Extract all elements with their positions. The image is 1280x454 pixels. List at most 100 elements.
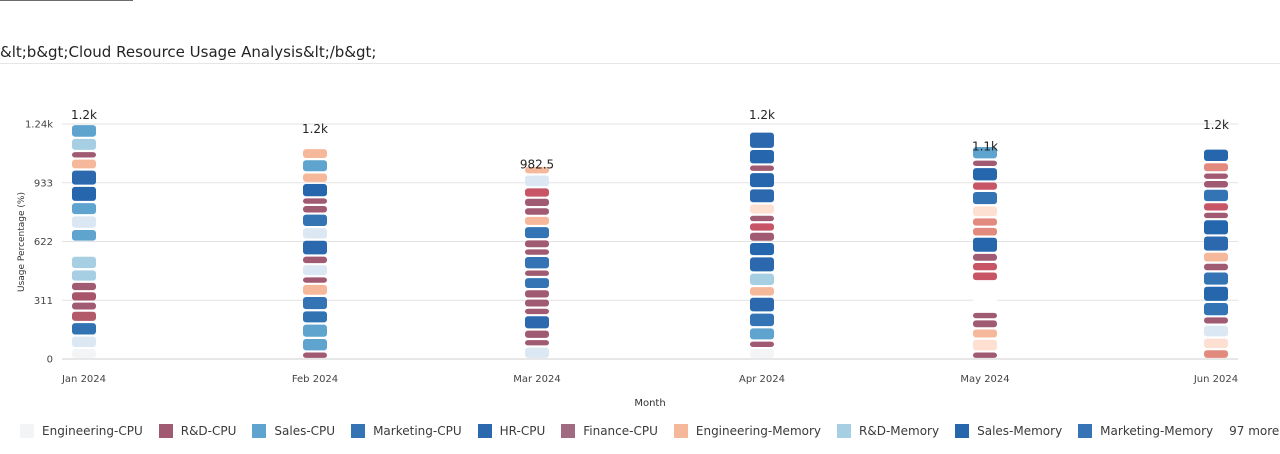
bar-segment bbox=[72, 336, 96, 347]
legend-label: Sales-Memory bbox=[977, 424, 1063, 438]
x-tick-label: Jun 2024 bbox=[1193, 374, 1238, 385]
bar-segment bbox=[750, 328, 774, 340]
total-data-label: 1.2k bbox=[302, 122, 328, 136]
legend-item[interactable]: Finance-CPU bbox=[561, 424, 658, 438]
legend-item[interactable]: Engineering-CPU bbox=[20, 424, 143, 438]
bar-segment bbox=[1204, 350, 1228, 358]
top-underline bbox=[0, 0, 133, 1]
y-axis-title: Usage Percentage (%) bbox=[17, 192, 27, 292]
legend-item[interactable]: Engineering-Memory bbox=[673, 424, 822, 438]
x-tick-label: Feb 2024 bbox=[292, 374, 338, 385]
bar-segment bbox=[72, 282, 96, 291]
bar-segment bbox=[973, 168, 997, 181]
legend-label: Sales-CPU bbox=[274, 424, 336, 438]
bar-segment bbox=[525, 270, 549, 276]
bar-segment bbox=[750, 223, 774, 231]
bar-segment bbox=[525, 290, 549, 298]
bar-segment bbox=[72, 270, 96, 281]
bar-segment bbox=[72, 138, 96, 150]
bar-segment bbox=[973, 206, 997, 217]
bar-segment bbox=[750, 215, 774, 222]
bar-segment bbox=[1204, 236, 1228, 251]
legend-swatch bbox=[837, 424, 852, 438]
legend-item[interactable]: Sales-Memory bbox=[955, 424, 1062, 438]
bar-segment bbox=[72, 229, 96, 241]
bar-segment bbox=[973, 237, 997, 252]
bar-segment bbox=[525, 175, 549, 187]
bar-segment bbox=[303, 160, 327, 172]
legend-item[interactable]: R&D-CPU bbox=[158, 424, 236, 438]
bar-segment bbox=[525, 188, 549, 197]
bar-segment bbox=[303, 297, 327, 310]
bar-segment bbox=[1204, 163, 1228, 172]
bar-segment bbox=[973, 218, 997, 226]
legend-item[interactable]: Marketing-CPU bbox=[351, 424, 462, 438]
bar-segment bbox=[303, 205, 327, 213]
bar-segment bbox=[303, 240, 327, 255]
bar-segment bbox=[72, 256, 96, 269]
bar-segment bbox=[72, 125, 96, 137]
bar-segment bbox=[303, 173, 327, 182]
bar-segment bbox=[525, 340, 549, 346]
y-tick-label: 1.24k bbox=[25, 120, 53, 131]
bar-segment bbox=[303, 352, 327, 358]
chart-legend: Engineering-CPU R&D-CPU Sales-CPU Marketing… bbox=[20, 422, 1279, 440]
x-tick-label: Apr 2024 bbox=[739, 374, 785, 385]
chart-title: &lt;b&gt;Cloud Resource Usage Analysis&l… bbox=[0, 43, 377, 61]
bar-segment bbox=[1204, 317, 1228, 324]
bar-segment bbox=[303, 149, 327, 159]
legend-label: Engineering-CPU bbox=[42, 424, 143, 438]
bar-segment bbox=[72, 302, 96, 310]
bar-segment bbox=[750, 313, 774, 327]
bar-segment bbox=[525, 216, 549, 225]
legend-label: Marketing-Memory bbox=[1100, 424, 1214, 438]
legend-label: Engineering-Memory bbox=[695, 424, 822, 438]
legend-swatch bbox=[561, 424, 576, 438]
legend-swatch bbox=[158, 424, 173, 438]
bar-segment bbox=[973, 253, 997, 261]
bar-segment bbox=[1204, 181, 1228, 188]
bar-segment bbox=[303, 338, 327, 351]
bar-segment bbox=[303, 311, 327, 323]
bar-segment bbox=[973, 312, 997, 319]
bar-segment bbox=[72, 349, 96, 358]
bar-segment bbox=[72, 323, 96, 335]
bar-segment bbox=[750, 273, 774, 285]
bar-segment bbox=[750, 204, 774, 214]
bar-segment bbox=[72, 242, 96, 255]
legend-item[interactable]: Marketing-Memory bbox=[1078, 424, 1213, 438]
x-tick-label: May 2024 bbox=[960, 374, 1009, 385]
legend-item[interactable]: HR-CPU bbox=[477, 424, 545, 438]
bar-segment bbox=[750, 297, 774, 312]
bar-segment bbox=[72, 203, 96, 215]
bar-segment bbox=[525, 278, 549, 289]
bar-segment bbox=[1204, 272, 1228, 285]
legend-swatch bbox=[1078, 424, 1093, 438]
x-tick-label: Jan 2024 bbox=[61, 374, 106, 385]
bar-segment bbox=[973, 191, 997, 205]
legend-swatch bbox=[477, 424, 492, 438]
bar-segment bbox=[525, 208, 549, 215]
bar-segment bbox=[1204, 286, 1228, 301]
bar-segment bbox=[750, 349, 774, 358]
bar-segment bbox=[1204, 338, 1228, 349]
bar-segment bbox=[973, 160, 997, 166]
bar-segment bbox=[750, 165, 774, 171]
legend-more-link[interactable]: 97 more bbox=[1229, 424, 1280, 438]
bar-segment bbox=[973, 282, 997, 311]
legend-swatch bbox=[252, 424, 267, 438]
bar-segment bbox=[1204, 149, 1228, 162]
bar-segment bbox=[525, 249, 549, 255]
bar-segment bbox=[750, 189, 774, 203]
bar-segment bbox=[1204, 252, 1228, 262]
bar-segment bbox=[525, 166, 549, 174]
legend-item[interactable]: Sales-CPU bbox=[252, 424, 335, 438]
y-tick-label: 311 bbox=[34, 296, 53, 307]
bar-segment bbox=[973, 329, 997, 338]
legend-swatch bbox=[20, 424, 34, 438]
bar-segment bbox=[525, 198, 549, 207]
bar-segment bbox=[72, 311, 96, 321]
bar-segment bbox=[1204, 325, 1228, 337]
bar-segment bbox=[525, 330, 549, 338]
legend-item[interactable]: R&D-Memory bbox=[837, 424, 939, 438]
